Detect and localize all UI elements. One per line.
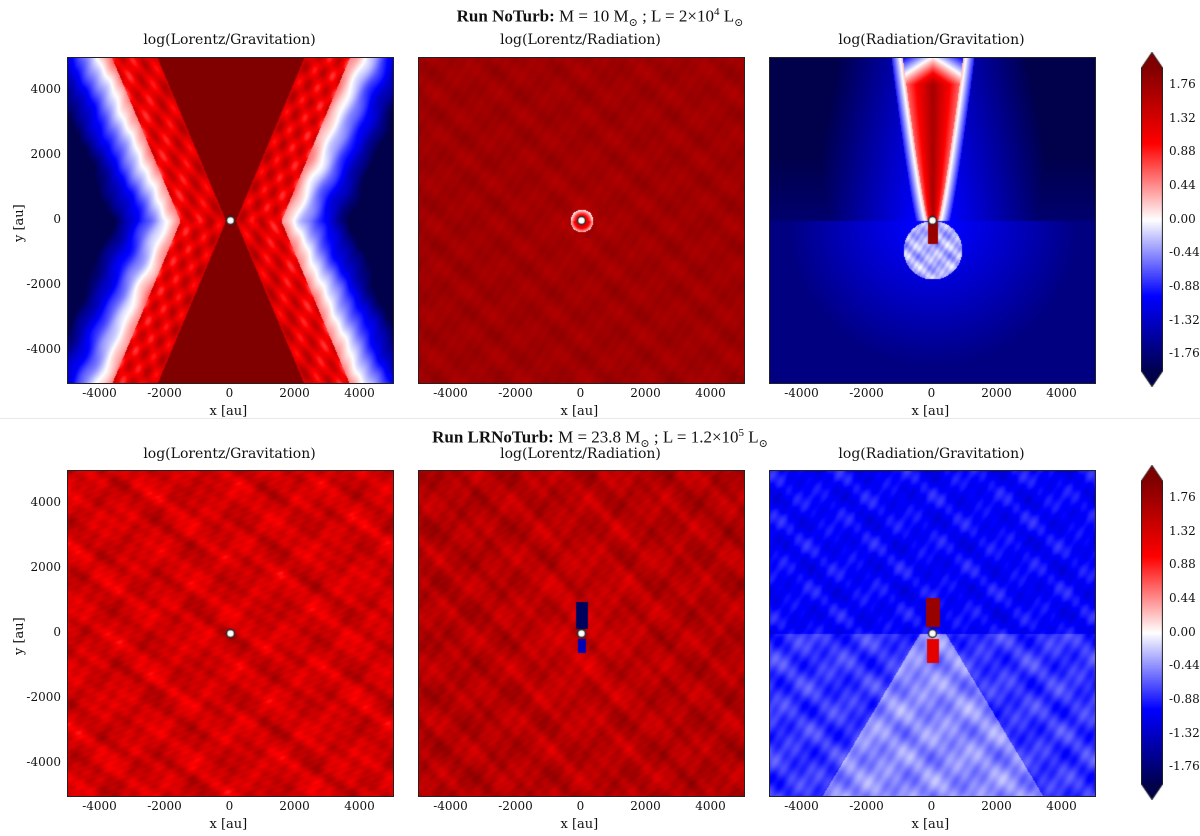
panel-title: log(Lorentz/Radiation) — [500, 446, 661, 462]
x-axis-label: x [au] — [911, 817, 950, 832]
sun-symbol: ⊙ — [640, 438, 650, 451]
panel-title: log(Lorentz/Gravitation) — [143, 446, 316, 462]
x-tick-label: 2000 — [630, 386, 661, 400]
x-axis-label: x [au] — [209, 817, 248, 832]
x-tick-label: 4000 — [1046, 386, 1077, 400]
x-axis-label: x [au] — [560, 404, 599, 419]
x-tick-label: 4000 — [344, 799, 375, 813]
x-tick-label: 2000 — [981, 386, 1012, 400]
row-separator — [0, 418, 1200, 419]
lum-exponent: 4 — [713, 6, 720, 18]
x-tick-label: -4000 — [433, 799, 468, 813]
sun-symbol: ⊙ — [628, 17, 638, 30]
x-tick-label: 0 — [927, 386, 936, 400]
x-axis-label: x [au] — [911, 404, 950, 419]
lum-unit: L — [744, 427, 759, 447]
heatmap-rg2 — [769, 470, 1096, 797]
run-lum: ; L = 1.2×10 — [649, 427, 739, 447]
y-tick-label: -2000 — [26, 689, 61, 704]
y-tick-label: 4000 — [30, 81, 61, 96]
y-tick-label: 4000 — [30, 494, 61, 509]
x-tick-label: 2000 — [981, 799, 1012, 813]
x-tick-label: 0 — [576, 799, 585, 813]
run-mass: M = 10 M — [554, 6, 629, 26]
x-tick-label: 0 — [225, 799, 234, 813]
colorbar-tick-label: -1.76 — [1169, 759, 1200, 774]
colorbar-tick-label: 1.32 — [1169, 110, 1196, 125]
x-axis-label: x [au] — [560, 817, 599, 832]
x-tick-label: -2000 — [498, 386, 533, 400]
panel-title: log(Radiation/Gravitation) — [838, 446, 1025, 462]
run-name: Run NoTurb: — [456, 6, 555, 26]
y-tick-label: 2000 — [30, 146, 61, 161]
lum-unit: L — [719, 6, 735, 26]
colorbar-tick-label: -1.32 — [1169, 725, 1200, 740]
colorbar-tick-label: 0.44 — [1169, 177, 1196, 192]
y-tick-label: -4000 — [26, 754, 61, 769]
x-tick-label: 4000 — [695, 386, 726, 400]
colorbar-tick-label: 0.44 — [1169, 590, 1196, 605]
x-tick-label: 0 — [576, 386, 585, 400]
y-axis-label: y [au] — [12, 203, 27, 242]
colorbar-tick-label: 0.00 — [1169, 211, 1196, 226]
heatmap-rg1 — [769, 57, 1096, 384]
row-title: Run NoTurb: M = 10 M⊙ ; L = 2×104 L⊙ — [0, 6, 1200, 29]
x-tick-label: -4000 — [82, 386, 117, 400]
colorbar-tick-label: -1.32 — [1169, 312, 1200, 327]
heatmap-lg2 — [67, 470, 394, 797]
x-tick-label: -2000 — [849, 386, 884, 400]
heatmap-lg1 — [67, 57, 394, 384]
colorbar-tick-label: 0.88 — [1169, 144, 1196, 159]
colorbar-tick-label: 0.00 — [1169, 624, 1196, 639]
x-tick-label: -4000 — [784, 386, 819, 400]
panel-title: log(Radiation/Gravitation) — [838, 32, 1025, 48]
row-title: Run LRNoTurb: M = 23.8 M⊙ ; L = 1.2×105 … — [0, 427, 1200, 450]
colorbar-tick-label: -0.44 — [1169, 245, 1200, 260]
x-axis-label: x [au] — [209, 404, 248, 419]
x-tick-label: 4000 — [344, 386, 375, 400]
colorbar — [1141, 465, 1163, 800]
x-tick-label: -4000 — [784, 799, 819, 813]
panel-title: log(Lorentz/Gravitation) — [143, 32, 316, 48]
y-tick-label: -4000 — [26, 341, 61, 356]
x-tick-label: -2000 — [147, 386, 182, 400]
run-lum: ; L = 2×10 — [637, 6, 714, 26]
heatmap-lr1 — [418, 57, 745, 384]
colorbar — [1141, 52, 1163, 387]
x-tick-label: 4000 — [1046, 799, 1077, 813]
colorbar-tick-label: -0.88 — [1169, 278, 1200, 293]
x-tick-label: 0 — [927, 799, 936, 813]
colorbar-tick-label: 1.32 — [1169, 523, 1196, 538]
y-tick-label: 0 — [53, 211, 61, 226]
x-tick-label: -2000 — [147, 799, 182, 813]
x-tick-label: -4000 — [82, 799, 117, 813]
colorbar-tick-label: -0.44 — [1169, 658, 1200, 673]
y-axis-label: y [au] — [12, 616, 27, 655]
sun-symbol: ⊙ — [758, 438, 768, 451]
y-tick-label: 2000 — [30, 559, 61, 574]
y-tick-label: 0 — [53, 624, 61, 639]
y-tick-label: -2000 — [26, 276, 61, 291]
colorbar-tick-label: 1.76 — [1169, 76, 1196, 91]
run-name: Run LRNoTurb: — [432, 427, 554, 447]
lum-exponent: 5 — [738, 427, 745, 439]
colorbar-tick-label: -1.76 — [1169, 346, 1200, 361]
sun-symbol: ⊙ — [734, 17, 744, 30]
x-tick-label: 4000 — [695, 799, 726, 813]
colorbar-tick-label: -0.88 — [1169, 691, 1200, 706]
x-tick-label: -2000 — [498, 799, 533, 813]
x-tick-label: 0 — [225, 386, 234, 400]
x-tick-label: 2000 — [279, 799, 310, 813]
colorbar-tick-label: 0.88 — [1169, 557, 1196, 572]
x-tick-label: -4000 — [433, 386, 468, 400]
heatmap-lr2 — [418, 470, 745, 797]
panel-title: log(Lorentz/Radiation) — [500, 32, 661, 48]
run-mass: M = 23.8 M — [553, 427, 641, 447]
x-tick-label: 2000 — [279, 386, 310, 400]
colorbar-tick-label: 1.76 — [1169, 489, 1196, 504]
x-tick-label: -2000 — [849, 799, 884, 813]
x-tick-label: 2000 — [630, 799, 661, 813]
